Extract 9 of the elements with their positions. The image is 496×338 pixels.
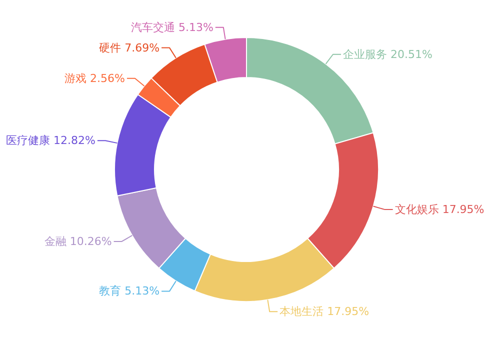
slice-label: 硬件 7.69% [99,41,160,54]
slice-label: 企业服务 20.51% [342,48,432,61]
slice-label: 汽车交通 5.13% [130,20,214,34]
slice-label: 本地生活 17.95% [280,305,370,318]
slice-label: 医疗健康 12.82% [6,134,96,148]
slice-label: 教育 5.13% [99,284,160,298]
slice-label: 金融 10.26% [44,234,112,248]
slice-label: 文化娱乐 17.95% [394,203,484,216]
slice-label: 游戏 2.56% [64,72,125,85]
